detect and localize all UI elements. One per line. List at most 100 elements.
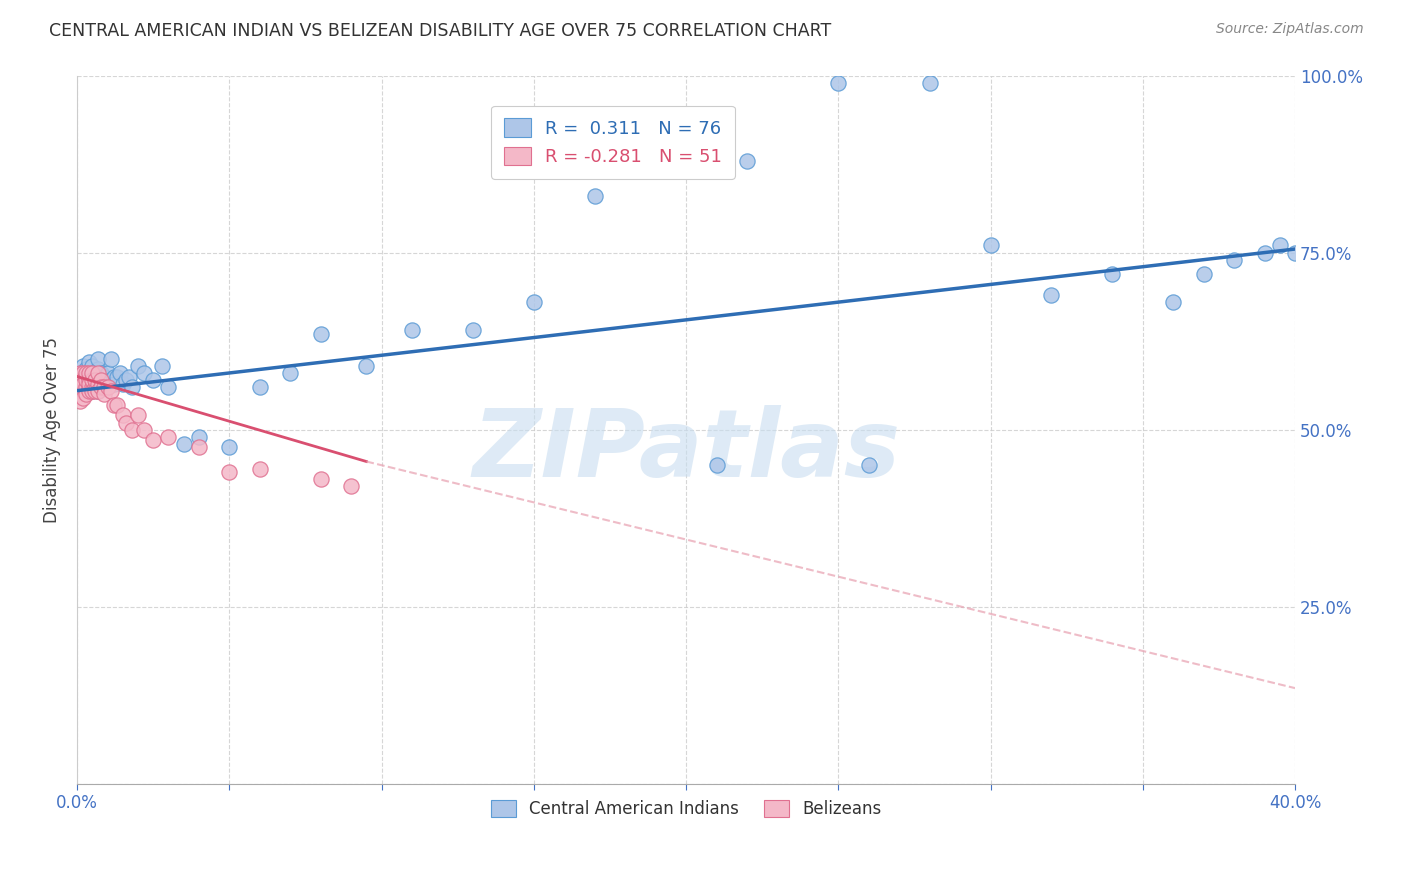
Point: [142, 434, 165, 448]
Point: [82, 380, 104, 394]
Point: [75, 373, 97, 387]
Point: [1223, 252, 1246, 267]
Point: [77, 366, 100, 380]
Point: [96, 380, 118, 394]
Point: [84, 380, 107, 394]
Point: [100, 373, 122, 387]
Point: [157, 430, 180, 444]
Point: [90, 380, 112, 394]
Point: [249, 380, 271, 394]
Point: [77, 380, 100, 394]
Point: [309, 326, 332, 341]
Point: [90, 373, 112, 387]
Point: [69, 373, 91, 387]
Point: [1040, 288, 1063, 302]
Point: [111, 376, 134, 391]
Point: [858, 458, 880, 472]
Legend: Central American Indians, Belizeans: Central American Indians, Belizeans: [484, 794, 889, 825]
Point: [77, 366, 100, 380]
Point: [132, 366, 155, 380]
Point: [69, 384, 91, 398]
Point: [69, 366, 91, 380]
Point: [356, 359, 378, 373]
Point: [75, 384, 97, 398]
Point: [72, 359, 94, 373]
Point: [103, 369, 125, 384]
Point: [118, 369, 141, 384]
Point: [82, 380, 104, 394]
Point: [84, 376, 107, 391]
Point: [121, 423, 143, 437]
Point: [401, 323, 423, 337]
Point: [127, 409, 149, 423]
Point: [75, 373, 97, 387]
Point: [77, 384, 100, 398]
Point: [100, 351, 122, 366]
Point: [75, 380, 97, 394]
Point: [1284, 245, 1306, 260]
Point: [82, 384, 104, 398]
Point: [105, 398, 128, 412]
Point: [84, 366, 107, 380]
Point: [523, 295, 546, 310]
Point: [150, 359, 173, 373]
Point: [72, 384, 94, 398]
Point: [1161, 295, 1184, 310]
Point: [82, 366, 104, 380]
Point: [72, 369, 94, 384]
Point: [72, 366, 94, 380]
Point: [77, 355, 100, 369]
Point: [309, 472, 332, 486]
Point: [72, 376, 94, 391]
Point: [114, 416, 136, 430]
Point: [72, 391, 94, 405]
Point: [75, 369, 97, 384]
Point: [69, 366, 91, 380]
Point: [90, 373, 112, 387]
Point: [87, 351, 110, 366]
Point: [218, 440, 240, 454]
Y-axis label: Disability Age Over 75: Disability Age Over 75: [44, 336, 60, 523]
Point: [103, 398, 125, 412]
Point: [706, 458, 728, 472]
Point: [1268, 238, 1291, 252]
Point: [735, 153, 758, 168]
Point: [77, 373, 100, 387]
Point: [93, 369, 115, 384]
Point: [84, 373, 107, 387]
Point: [96, 376, 118, 391]
Point: [278, 366, 301, 380]
Point: [72, 380, 94, 394]
Point: [1101, 267, 1123, 281]
Point: [72, 373, 94, 387]
Point: [87, 384, 110, 398]
Point: [93, 387, 115, 401]
Point: [75, 366, 97, 380]
Point: [90, 380, 112, 394]
Point: [82, 384, 104, 398]
Point: [87, 376, 110, 391]
Point: [75, 387, 97, 401]
Point: [69, 380, 91, 394]
Point: [93, 380, 115, 394]
Point: [69, 380, 91, 394]
Point: [77, 376, 100, 391]
Point: [77, 373, 100, 387]
Point: [72, 384, 94, 398]
Point: [340, 479, 363, 493]
Point: [84, 384, 107, 398]
Text: ZIPatlas: ZIPatlas: [472, 405, 900, 497]
Point: [82, 366, 104, 380]
Point: [108, 366, 131, 380]
Point: [121, 380, 143, 394]
Point: [157, 380, 180, 394]
Point: [87, 373, 110, 387]
Text: Source: ZipAtlas.com: Source: ZipAtlas.com: [1216, 22, 1364, 37]
Point: [87, 362, 110, 376]
Point: [82, 376, 104, 391]
Point: [187, 430, 209, 444]
Point: [127, 359, 149, 373]
Point: [583, 189, 606, 203]
Point: [173, 437, 195, 451]
Point: [111, 409, 134, 423]
